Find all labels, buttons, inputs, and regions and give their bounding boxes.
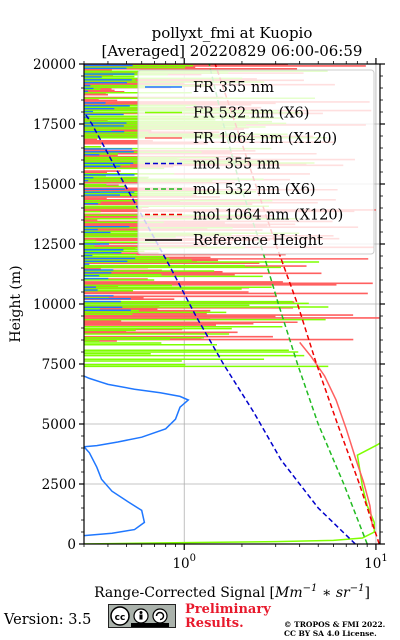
x-tick-label-1: 101 [364, 553, 388, 572]
series-line-4 [208, 64, 368, 544]
legend-label-5: mol 1064 nm (X120) [193, 208, 343, 224]
x-axis-label: Range-Corrected Signal [Mm−1 ∗ sr−1] [94, 583, 370, 601]
x-label-times: ∗ [317, 585, 335, 601]
license-badge-graphic: cc [110, 606, 169, 627]
legend: FR 355 nm FR 532 nm (X6) FR 1064 nm (X120)… [137, 69, 375, 255]
legend-label-6: Reference Height [193, 233, 323, 249]
series-line-3 [84, 111, 356, 544]
series-line-0 [84, 375, 190, 537]
y-tick-label-7: 17500 [33, 117, 76, 133]
legend-label-2: FR 1064 nm (X120) [193, 131, 337, 147]
copyright-line2: CC BY SA 4.0 License. [284, 629, 377, 638]
y-tick-label-0: 0 [67, 537, 76, 553]
y-axis-label: Height (m) [8, 265, 24, 342]
version-label: Version: 3.5 [4, 612, 92, 628]
y-tick-label-4: 10000 [33, 297, 76, 313]
x-label-suffix: ] [364, 585, 369, 601]
y-tick-label-2: 5000 [42, 417, 76, 433]
y-tick-label-6: 15000 [33, 177, 76, 193]
x-label-unit-exponent: −1 [303, 583, 318, 594]
legend-label-4: mol 532 nm (X6) [193, 182, 316, 198]
series-lines [84, 64, 380, 544]
y-tick-label-1: 2500 [42, 477, 76, 493]
series-line-1 [84, 442, 380, 544]
preliminary-line1: Preliminary [185, 602, 271, 617]
x-label-unit: Mm [274, 585, 303, 601]
cc-by-sa-icon: cc [108, 604, 176, 628]
legend-label-0: FR 355 nm [193, 80, 274, 96]
legend-label-3: mol 355 nm [193, 157, 280, 173]
chart-title-line2: [Averaged] 20220829 06:00-06:59 [102, 42, 363, 60]
preliminary-line2: Results. [185, 616, 244, 631]
copyright-line1: © TROPOS & FMI 2022. [284, 620, 386, 629]
x-tick-label-0: 100 [172, 553, 196, 572]
y-tick-label-8: 20000 [33, 57, 76, 73]
x-label-prefix: Range-Corrected Signal [ [94, 585, 275, 601]
y-tick-label-3: 7500 [42, 357, 76, 373]
legend-box [137, 69, 375, 255]
x-label-unit2: sr [336, 585, 351, 601]
x-label-unit2-exponent: −1 [350, 583, 365, 594]
series-line-2 [299, 341, 374, 528]
svg-text:cc: cc [115, 613, 126, 623]
chart-title-line1: pollyxt_fmi at Kuopio [152, 24, 313, 42]
preliminary-results-note: Preliminary Results. [185, 603, 271, 631]
legend-label-1: FR 532 nm (X6) [193, 106, 309, 122]
y-tick-label-5: 12500 [33, 237, 76, 253]
copyright-note: © TROPOS & FMI 2022. CC BY SA 4.0 Licens… [284, 620, 385, 638]
axis-ticks: 0 2500 5000 7500 10000 12500 15000 17500 20000 10… [33, 57, 388, 572]
series-line-5 [214, 64, 380, 544]
